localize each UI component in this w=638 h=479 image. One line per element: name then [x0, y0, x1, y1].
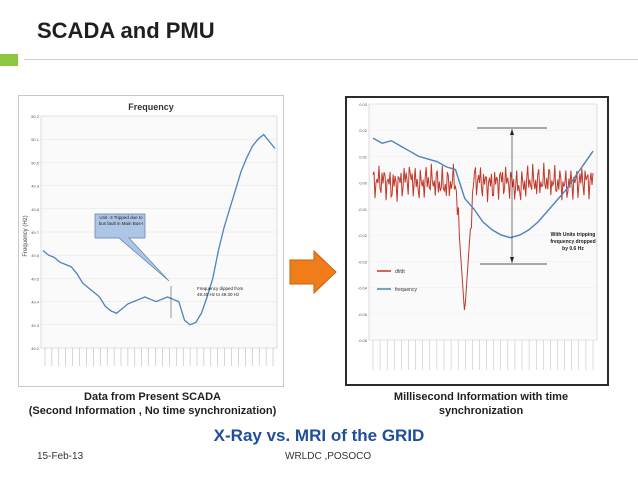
scada-chart-title: Frequency: [128, 102, 174, 112]
pmu-ytick-label: 0.00: [359, 181, 368, 186]
comparison-arrow-icon: [289, 250, 337, 294]
scada-ytick-label: 50.1: [31, 137, 40, 142]
pmu-caption-line2: synchronization: [438, 405, 524, 417]
accent-bar: [0, 54, 18, 66]
footer-date: 15-Feb-13: [37, 451, 84, 462]
arrow-shape: [289, 250, 337, 294]
scada-callout-shape: [94, 213, 170, 282]
scada-caption-line2: (Second Information , No time synchroniz…: [28, 405, 277, 417]
scada-callout-box: Unit -3 Tripped due to bus fault in Main…: [98, 215, 144, 226]
scada-chart-panel: Frequency 49.2 49.3 49.4 49.5 49.6 49.7 49.8 49…: [18, 95, 284, 387]
scada-annotation-box: Frequency dipped from 49.40 Hz to 49.30 …: [197, 286, 244, 297]
title-divider: [24, 59, 638, 60]
pmu-frequency-line: [372, 137, 594, 239]
scada-ytick-label: 49.7: [31, 230, 40, 235]
pmu-ytick-label: -0.05: [358, 312, 368, 317]
scada-caption-line1: Data from Present SCADA: [84, 391, 221, 403]
scada-ytick-label: 49.3: [31, 323, 40, 328]
pmu-caption: Millisecond Information with time synchr…: [356, 390, 606, 418]
pmu-annotation-box: With Units tripping frequency dropped by…: [550, 232, 596, 252]
scada-ylabel: Frequency (Hz): [23, 215, 29, 256]
slide-headline: X-Ray vs. MRI of the GRID: [213, 426, 425, 445]
scada-ytick-label: 49.9: [31, 184, 40, 189]
scada-chart: Frequency 49.2 49.3 49.4 49.5 49.6 49.7 49.8 49…: [23, 102, 278, 366]
pmu-ytick-label: -0.04: [358, 286, 368, 291]
legend-frequency-label: frequency: [395, 287, 417, 293]
pmu-chart-panel: -0.06 -0.05 -0.04 -0.03 -0.02 -0.01 0.00 0.01 0.…: [345, 96, 609, 386]
scada-callout-text: Unit -3 Tripped due to bus fault in Main…: [98, 215, 144, 226]
pmu-chart: -0.06 -0.05 -0.04 -0.03 -0.02 -0.01 0.00 0.01 0.…: [358, 102, 598, 370]
pmu-dfdt-line: [372, 162, 594, 311]
pmu-ytick-label: -0.02: [358, 233, 368, 238]
pmu-annotation-text: With Units tripping frequency dropped by…: [550, 232, 596, 252]
pmu-ytick-label: 0.01: [359, 154, 368, 159]
scada-ytick-label: 49.6: [31, 253, 40, 258]
pmu-ytick-label: -0.03: [358, 259, 368, 264]
scada-caption: Data from Present SCADA (Second Informat…: [20, 390, 285, 418]
slide-title: SCADA and PMU: [37, 18, 215, 43]
pmu-drop-arrowhead-up: [510, 129, 514, 135]
scada-ytick-label: 49.4: [31, 300, 40, 305]
scada-ytick-label: 49.8: [31, 207, 40, 212]
scada-ytick-label: 50.0: [31, 160, 40, 165]
scada-ytick-label: 50.2: [31, 114, 40, 119]
pmu-ytick-label: -0.01: [358, 207, 368, 212]
pmu-caption-line1: Millisecond Information with time: [393, 391, 569, 403]
pmu-drop-arrowhead-down: [510, 257, 514, 263]
scada-ytick-label: 49.2: [31, 346, 40, 351]
pmu-ytick-label: -0.06: [358, 338, 368, 343]
legend-dfdt-label: df/dt: [395, 269, 405, 275]
footer-organization: WRLDC ,POSOCO: [285, 451, 372, 462]
pmu-ytick-label: 0.02: [359, 128, 368, 133]
scada-frequency-line: [42, 133, 276, 326]
pmu-ytick-label: 0.03: [359, 102, 368, 107]
scada-ytick-label: 49.5: [31, 276, 40, 281]
scada-annotation-text: Frequency dipped from 49.40 Hz to 49.30 …: [197, 286, 244, 297]
